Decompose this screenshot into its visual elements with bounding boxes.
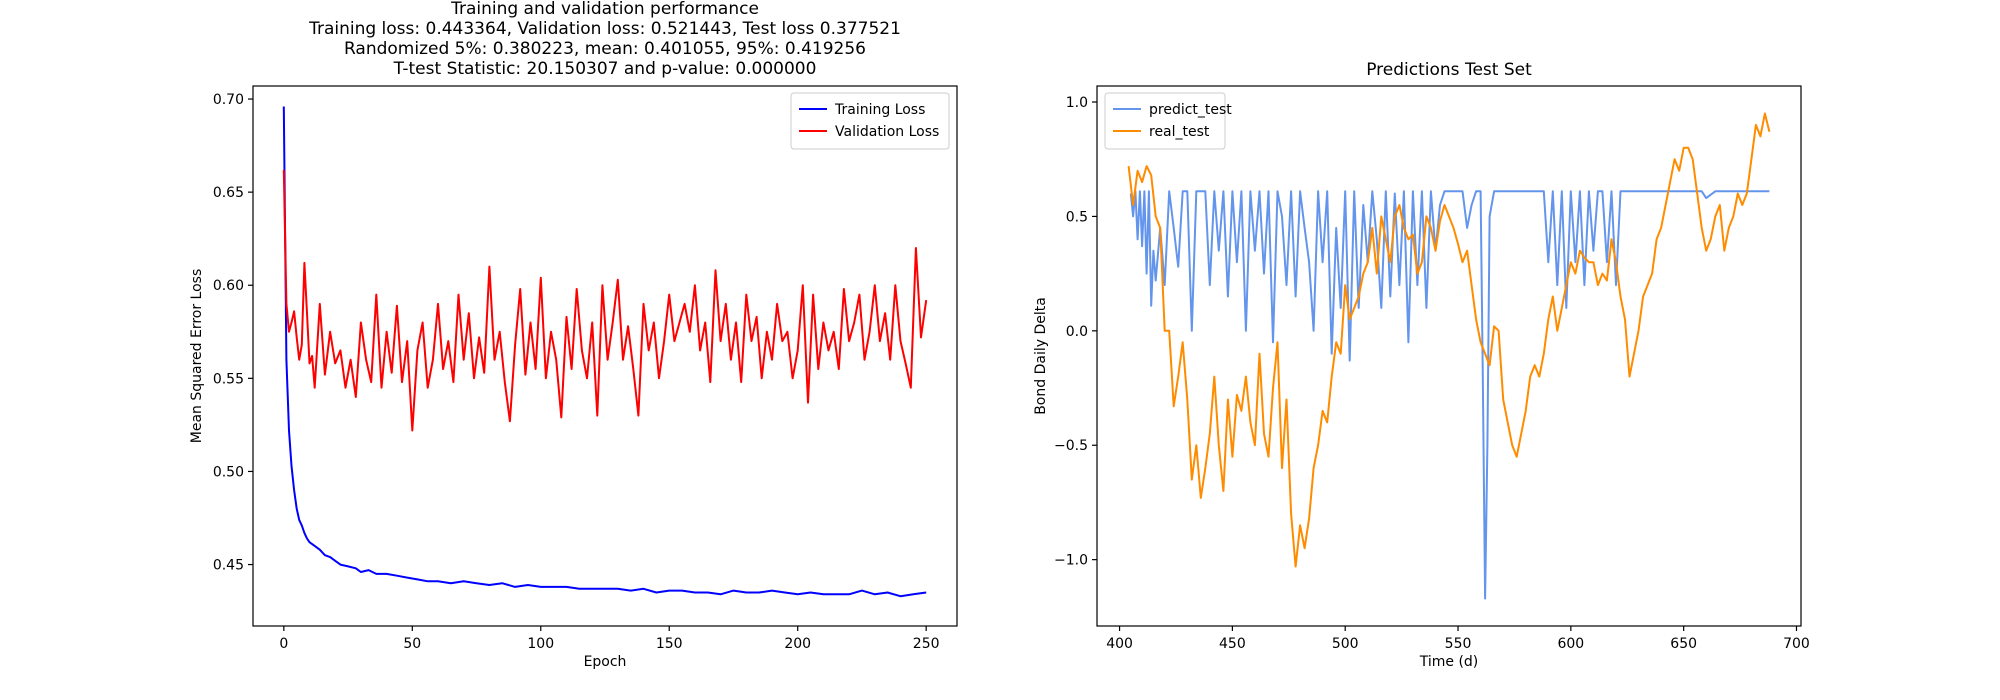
x-tick-label: 50 bbox=[403, 636, 421, 652]
x-tick: 400 bbox=[1106, 626, 1133, 652]
series-line-validation-loss bbox=[282, 169, 928, 432]
legend-box bbox=[1104, 92, 1226, 150]
x-tick-label: 550 bbox=[1445, 636, 1472, 652]
y-tick-label: 0.55 bbox=[213, 371, 244, 387]
chart-title-line-2: Training loss: 0.443364, Validation loss… bbox=[308, 19, 901, 39]
y-tick-label: −0.5 bbox=[1054, 438, 1088, 454]
legend-label: predict_test bbox=[1149, 102, 1232, 118]
y-tick: 0.0 bbox=[1066, 324, 1097, 340]
x-tick-label: 600 bbox=[1557, 636, 1584, 652]
y-tick-label: 0.65 bbox=[213, 185, 244, 201]
plot-area bbox=[282, 106, 928, 598]
x-tick-label: 650 bbox=[1670, 636, 1697, 652]
y-tick-label: 0.45 bbox=[213, 558, 244, 574]
training-validation-chart: Training and validation performance Trai… bbox=[189, 0, 958, 670]
axes-frame bbox=[1096, 85, 1802, 627]
y-tick: 0.60 bbox=[213, 278, 253, 294]
x-tick-label: 400 bbox=[1106, 636, 1133, 652]
x-tick: 100 bbox=[527, 626, 554, 652]
legend-box bbox=[790, 92, 950, 150]
y-tick: 1.0 bbox=[1066, 95, 1097, 111]
x-tick-label: 200 bbox=[784, 636, 811, 652]
y-tick-label: 0.60 bbox=[213, 278, 244, 294]
y-tick: −1.0 bbox=[1054, 553, 1097, 569]
y-tick-label: 0.50 bbox=[213, 464, 244, 480]
x-tick: 50 bbox=[403, 626, 421, 652]
plot-area bbox=[1127, 112, 1771, 600]
chart-title-line-3: Randomized 5%: 0.380223, mean: 0.401055,… bbox=[344, 39, 866, 59]
series-line-predict-test bbox=[1129, 190, 1770, 600]
x-tick-label: 450 bbox=[1219, 636, 1246, 652]
y-tick: 0.65 bbox=[213, 185, 253, 201]
x-tick-label: 500 bbox=[1332, 636, 1359, 652]
y-tick-label: 0.5 bbox=[1066, 209, 1088, 225]
legend: Training Loss Validation Loss bbox=[790, 92, 950, 150]
x-tick: 0 bbox=[279, 626, 288, 652]
y-tick-label: 0.70 bbox=[213, 92, 244, 108]
legend-label: real_test bbox=[1149, 124, 1210, 140]
y-tick: −0.5 bbox=[1054, 438, 1097, 454]
x-tick: 650 bbox=[1670, 626, 1697, 652]
legend-label: Training Loss bbox=[834, 102, 925, 118]
y-tick: 0.50 bbox=[213, 464, 253, 480]
x-tick: 550 bbox=[1445, 626, 1472, 652]
y-tick-label: 0.0 bbox=[1066, 324, 1088, 340]
x-axis: 400 450 500 550 600 650 700 bbox=[1106, 626, 1810, 652]
legend: predict_test real_test bbox=[1104, 92, 1232, 150]
y-tick: 0.55 bbox=[213, 371, 253, 387]
series-line-real-test bbox=[1127, 112, 1771, 568]
y-axis-label: Bond Daily Delta bbox=[1033, 297, 1049, 415]
y-axis-label: Mean Squared Error Loss bbox=[189, 269, 205, 444]
x-axis-label: Epoch bbox=[584, 654, 627, 670]
legend-item: Validation Loss bbox=[799, 124, 939, 140]
x-tick: 150 bbox=[656, 626, 683, 652]
legend-item: Training Loss bbox=[799, 102, 925, 118]
x-tick: 500 bbox=[1332, 626, 1359, 652]
y-tick: 0.5 bbox=[1066, 209, 1097, 225]
axes-frame bbox=[252, 85, 958, 627]
chart-title: Predictions Test Set bbox=[1366, 60, 1532, 80]
x-tick: 700 bbox=[1783, 626, 1810, 652]
y-tick: 0.45 bbox=[213, 558, 253, 574]
chart-title-line-4: T-test Statistic: 20.150307 and p-value:… bbox=[393, 59, 817, 79]
y-axis: −1.0 −0.5 0.0 0.5 1.0 bbox=[1054, 95, 1097, 569]
x-tick-label: 100 bbox=[527, 636, 554, 652]
y-axis: 0.45 0.50 0.55 0.60 0.65 0.70 bbox=[213, 92, 253, 574]
predictions-test-set-chart: Predictions Test Set −1.0 −0.5 0.0 0.5 1.0 4… bbox=[1033, 60, 1810, 670]
x-tick: 600 bbox=[1557, 626, 1584, 652]
y-tick-label: 1.0 bbox=[1066, 95, 1088, 111]
x-tick: 250 bbox=[913, 626, 940, 652]
legend-item: real_test bbox=[1113, 124, 1210, 140]
x-tick: 200 bbox=[784, 626, 811, 652]
y-tick-label: −1.0 bbox=[1054, 553, 1088, 569]
x-tick-label: 700 bbox=[1783, 636, 1810, 652]
x-axis-label: Time (d) bbox=[1419, 654, 1479, 670]
x-tick-label: 150 bbox=[656, 636, 683, 652]
chart-title-line-1: Training and validation performance bbox=[450, 0, 759, 19]
x-tick: 450 bbox=[1219, 626, 1246, 652]
series-line-training-loss bbox=[282, 106, 927, 598]
legend-label: Validation Loss bbox=[835, 124, 939, 140]
legend-item: predict_test bbox=[1113, 102, 1232, 118]
y-tick: 0.70 bbox=[213, 92, 253, 108]
x-tick-label: 250 bbox=[913, 636, 940, 652]
x-tick-label: 0 bbox=[279, 636, 288, 652]
x-axis: 0 50 100 150 200 250 bbox=[279, 626, 940, 652]
